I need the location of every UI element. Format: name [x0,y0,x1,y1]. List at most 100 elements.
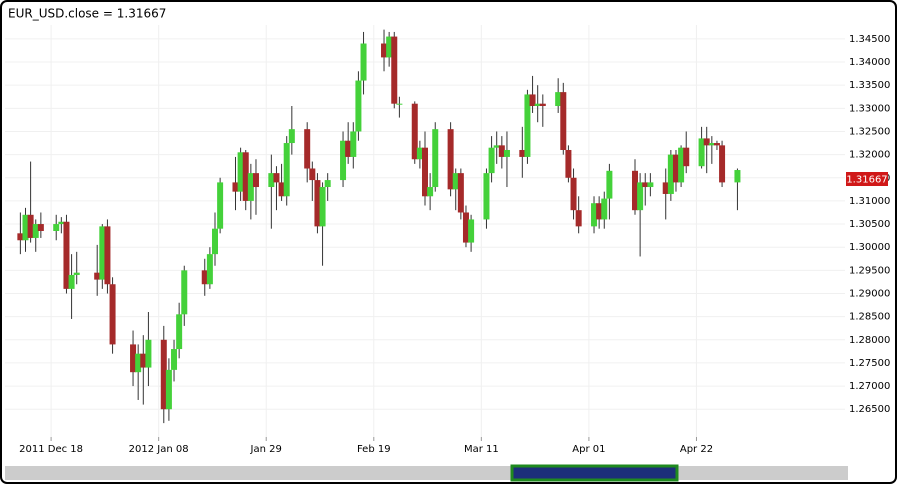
candle-body [703,138,710,146]
candle-body [130,344,137,373]
candle-body [662,182,669,194]
candle-body [94,272,101,280]
candle-body [411,103,418,160]
candle-body [719,145,726,183]
candle-body [667,154,674,194]
candle-body [58,221,65,225]
candle-body [109,284,116,345]
candle-body [539,103,546,107]
candle-body [498,145,505,157]
candle-body [242,152,249,201]
x-tick-label: 2012 Jan 08 [129,444,189,455]
candle-body [570,177,577,211]
candle-body [32,224,39,238]
y-tick-label: 1.29500 [849,265,890,276]
candle-body [355,80,362,132]
candle-body [201,270,208,285]
last-price-label: 1.31667 [846,175,887,186]
candle-body [632,170,638,211]
candle-body [206,254,213,285]
candle-body [601,198,608,220]
candle-body [637,182,644,211]
candle-body [457,173,464,213]
candle-body [565,149,572,178]
navigator-track [5,466,848,480]
navigator-window[interactable] [510,464,679,482]
candle-body [314,180,321,227]
candle-body [672,154,679,183]
candle-body [232,182,239,192]
candle-body [140,353,147,368]
candle-body [708,143,715,146]
candle-body [698,138,705,167]
candle-body [53,224,60,231]
y-tick-label: 1.33500 [849,80,890,91]
candle-body [575,210,582,227]
axes: 1.26500 1.27000 1.27500 1.28000 1.28500 1.290… [19,34,890,455]
x-tick-label: 2011 Dec 18 [19,444,83,455]
candle-body [237,152,244,192]
candle-body [217,182,224,229]
candle-body [447,129,454,190]
candle-body [165,369,172,410]
candle-body [503,149,510,157]
candle-body [17,233,24,241]
last-price-box [846,172,888,186]
candle-body [22,214,29,241]
candle-body [319,187,326,227]
x-tick-label: Mar 11 [464,444,499,455]
candle-body [483,173,490,220]
candle-body [422,147,428,197]
candle-body [160,339,167,410]
x-tick-label: Apr 01 [572,444,605,455]
y-tick-label: 1.34000 [849,57,890,68]
candle-body [176,314,183,350]
candle-body [386,36,393,58]
candle-body [519,149,526,157]
candle-body [360,43,367,81]
candle-body [68,274,75,289]
x-tick-label: Apr 22 [680,444,713,455]
y-tick-label: 1.31000 [849,196,890,207]
candle-body [247,173,254,201]
candle-body [427,187,434,197]
candle-body [104,226,111,285]
candle-body [171,349,178,370]
candle-body [596,203,603,220]
candle-body [555,92,562,107]
candle-body [713,143,720,146]
candle-body [488,147,495,174]
candle-body [268,173,275,188]
candle-body [73,272,80,275]
chart-title: EUR_USD.close = 1.31667 [8,7,166,21]
candle-body [252,173,259,188]
candle-body [27,214,34,238]
y-tick-label: 1.28000 [849,335,890,346]
candle-body [468,219,475,243]
y-tick-label: 1.27000 [849,381,890,392]
candle-body [63,221,70,289]
candle-body [309,168,316,181]
candle-body [462,212,469,243]
candle-body [324,180,331,188]
candle-body [493,145,500,148]
candle-body [212,228,218,255]
candle-body [304,129,311,169]
candle-body [606,170,613,199]
y-tick-label: 1.26500 [849,404,890,415]
candle-body [524,94,531,157]
candle-body [432,129,439,188]
candle-body [647,182,654,188]
candle-body [560,92,567,150]
candle-body [534,103,541,107]
candle-body [273,173,280,183]
y-tick-label: 1.30000 [849,242,890,253]
y-tick-label: 1.27500 [849,358,890,369]
candle-body [278,182,285,197]
candle-body [37,224,44,231]
candle-body [99,226,106,280]
candle-body [683,147,690,167]
y-tick-label: 1.34500 [849,34,890,45]
candle-body [283,143,290,197]
